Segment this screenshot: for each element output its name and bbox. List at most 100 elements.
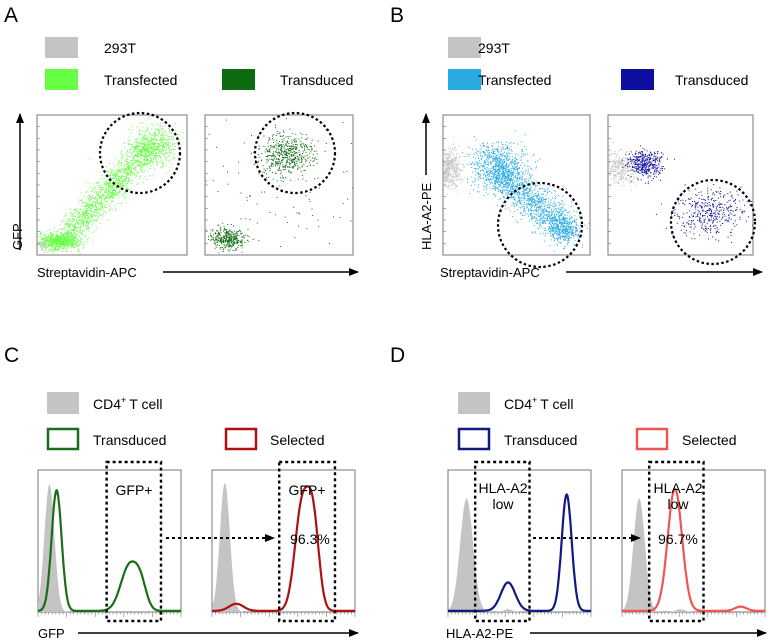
- scatter-point: [56, 250, 58, 251]
- scatter-point: [123, 162, 125, 164]
- scatter-point: [492, 157, 494, 159]
- scatter-point: [137, 161, 139, 163]
- scatter-point: [54, 237, 56, 239]
- scatter-point: [158, 125, 160, 127]
- scatter-point: [94, 212, 96, 214]
- scatter-point: [291, 159, 293, 161]
- legend-label: Transduced: [280, 72, 353, 88]
- scatter-point: [231, 235, 233, 237]
- scatter-point: [133, 173, 135, 175]
- scatter-point: [476, 150, 478, 152]
- scatter-point: [502, 176, 504, 178]
- scatter-point: [272, 171, 273, 173]
- scatter-point: [284, 157, 286, 159]
- scatter-point: [451, 164, 453, 166]
- scatter-point: [474, 164, 475, 166]
- scatter-point: [147, 159, 149, 161]
- scatter-point: [480, 157, 482, 159]
- scatter-point: [490, 182, 492, 183]
- scatter-point: [221, 239, 223, 241]
- scatter-point: [157, 146, 158, 148]
- scatter-point: [112, 184, 113, 186]
- panel-d: D CD4+ T cell Transduced Selected HLA-A2-…: [390, 344, 767, 641]
- scatter-point: [444, 164, 445, 166]
- scatter-point: [79, 239, 81, 241]
- scatter-point: [50, 235, 52, 237]
- scatter-point: [451, 168, 453, 170]
- scatter-point: [90, 204, 92, 205]
- scatter-point: [139, 150, 141, 152]
- scatter-point: [86, 219, 88, 221]
- panel-label: A: [4, 4, 18, 27]
- scatter-point: [226, 232, 228, 234]
- scatter-point: [512, 162, 514, 164]
- scatter-point: [146, 178, 147, 180]
- scatter-point: [487, 145, 489, 147]
- scatter-point: [488, 181, 490, 183]
- scatter-point: [230, 241, 232, 243]
- scatter-point: [233, 236, 235, 238]
- scatter-point: [450, 165, 452, 167]
- scatter-point: [125, 192, 127, 194]
- scatter-point: [294, 165, 296, 167]
- scatter-point: [493, 173, 494, 175]
- scatter-point: [486, 179, 488, 181]
- scatter-point: [69, 238, 71, 240]
- scatter-point: [109, 205, 111, 207]
- scatter-point: [486, 167, 488, 168]
- scatter-point: [294, 159, 296, 161]
- scatter-point: [505, 176, 507, 178]
- scatter-point: [474, 178, 476, 180]
- scatter-point: [500, 149, 502, 151]
- scatter-point: [61, 243, 63, 245]
- scatter-point: [222, 239, 224, 241]
- scatter-point: [279, 164, 281, 166]
- scatter-point: [447, 165, 449, 167]
- scatter-point: [65, 235, 67, 237]
- scatter-point: [141, 148, 143, 150]
- scatter-point: [506, 163, 508, 165]
- scatter-point: [71, 242, 73, 244]
- scatter-point: [101, 207, 103, 208]
- scatter-point: [46, 239, 48, 241]
- scatter-point: [144, 154, 146, 156]
- scatter-point: [447, 169, 448, 170]
- scatter-point: [303, 170, 305, 171]
- scatter-point: [101, 187, 103, 189]
- scatter-point: [128, 162, 130, 164]
- scatter-point: [92, 224, 93, 226]
- scatter-point: [120, 168, 122, 170]
- scatter-point: [302, 153, 303, 154]
- scatter-point: [483, 152, 485, 154]
- scatter-point: [52, 251, 54, 253]
- scatter-point: [218, 234, 220, 236]
- scatter-point: [478, 184, 480, 186]
- scatter-point: [497, 171, 499, 173]
- scatter-point: [279, 144, 281, 146]
- scatter-point: [448, 162, 450, 164]
- scatter-point: [68, 226, 69, 228]
- scatter-point: [229, 235, 231, 237]
- scatter-point: [48, 239, 50, 241]
- scatter-point: [60, 249, 62, 251]
- scatter-point: [156, 140, 158, 142]
- scatter-point: [281, 161, 283, 163]
- scatter-point: [457, 189, 459, 191]
- scatter-point: [72, 225, 74, 227]
- scatter-point: [79, 229, 81, 231]
- scatter-point: [287, 137, 289, 139]
- scatter-point: [221, 247, 223, 249]
- scatter-point: [128, 173, 129, 175]
- scatter-point: [65, 240, 67, 242]
- scatter-point: [456, 174, 458, 176]
- scatter-point: [147, 118, 149, 119]
- scatter-point: [310, 142, 312, 144]
- scatter-point: [113, 169, 115, 171]
- scatter-point: [112, 183, 114, 185]
- scatter-point: [290, 171, 292, 173]
- scatter-point: [151, 147, 153, 149]
- scatter-point: [475, 168, 477, 170]
- scatter-point: [274, 147, 276, 148]
- scatter-point: [167, 142, 169, 144]
- scatter-point: [454, 147, 456, 149]
